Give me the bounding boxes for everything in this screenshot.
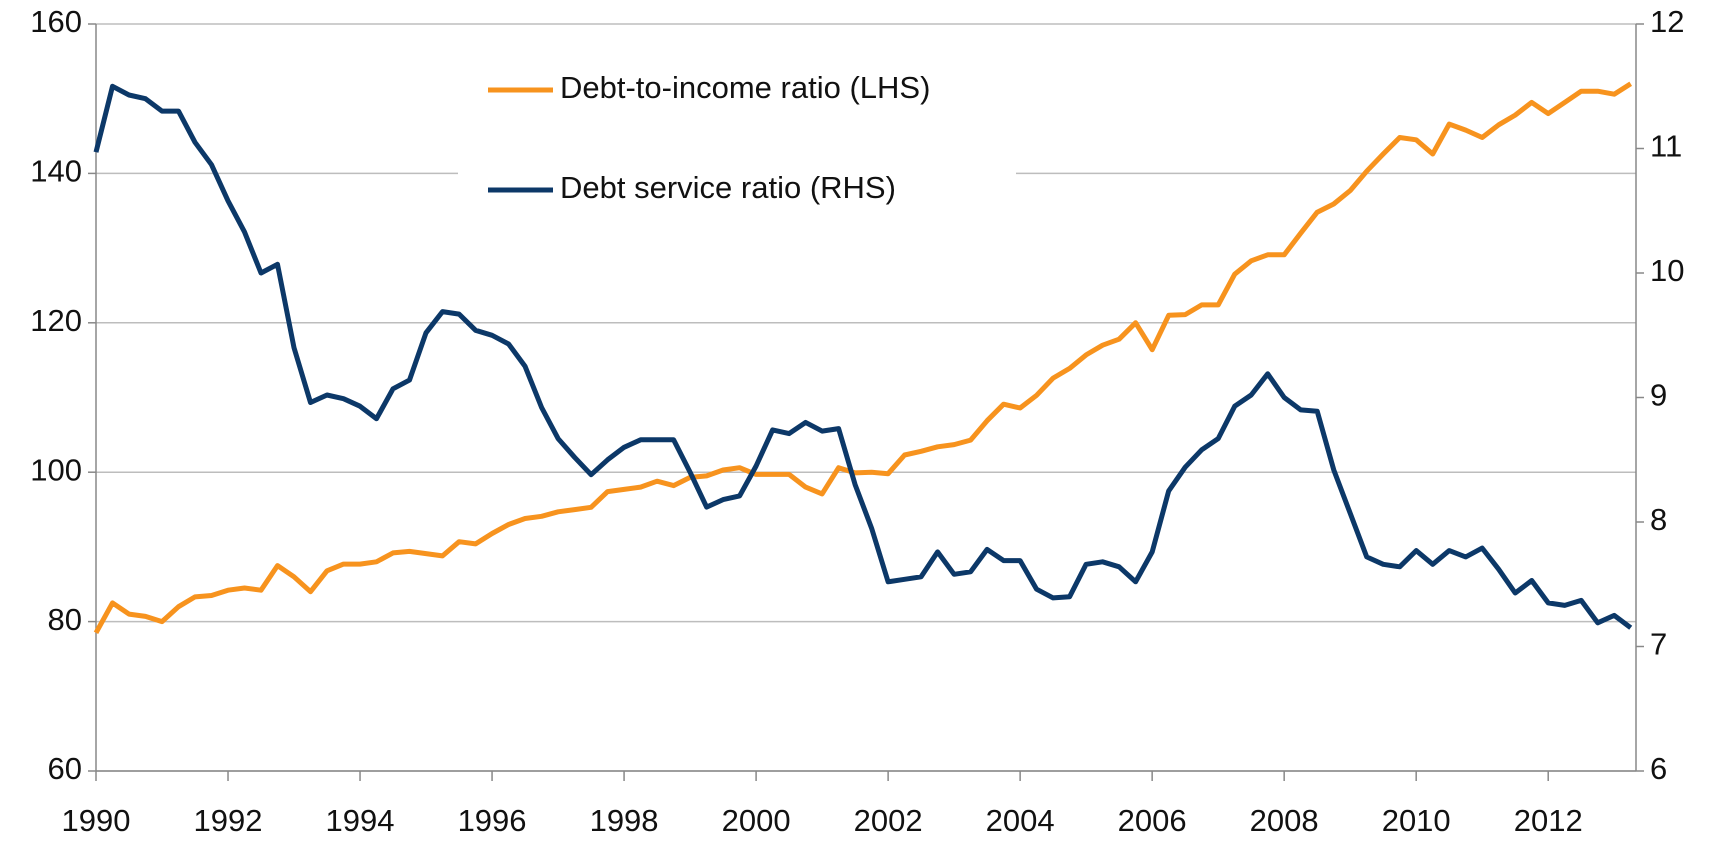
- series-line: [93, 83, 1633, 630]
- x-tick-label: 2000: [722, 803, 791, 838]
- x-tick-label: 1992: [194, 803, 263, 838]
- series-line: [93, 81, 1633, 635]
- y2-tick-label: 11: [1650, 129, 1682, 164]
- y2-tick-label: 6: [1650, 751, 1667, 786]
- y-tick-label: 80: [48, 602, 82, 637]
- x-tick-label: 2004: [986, 803, 1055, 838]
- y-tick-label: 140: [30, 154, 82, 189]
- y2-tick-label: 12: [1650, 4, 1684, 39]
- y2-tick-label: 10: [1650, 253, 1684, 288]
- y-tick-label: 60: [48, 751, 82, 786]
- x-tick-label: 2010: [1382, 803, 1451, 838]
- legend-label: Debt-to-income ratio (LHS): [560, 70, 930, 105]
- y2-tick-label: 7: [1650, 627, 1667, 662]
- y-tick-label: 120: [30, 303, 82, 338]
- x-tick-label: 2002: [854, 803, 923, 838]
- x-tick-label: 1994: [326, 803, 395, 838]
- y-tick-label: 100: [30, 452, 82, 487]
- x-tick-label: 1990: [62, 803, 131, 838]
- x-tick-label: 2006: [1118, 803, 1187, 838]
- y2-tick-label: 8: [1650, 502, 1667, 537]
- x-tick-label: 1996: [458, 803, 527, 838]
- x-tick-label: 2008: [1250, 803, 1319, 838]
- y2-tick-label: 9: [1650, 378, 1667, 413]
- x-tick-label: 2012: [1514, 803, 1583, 838]
- legend-label: Debt service ratio (RHS): [560, 170, 896, 205]
- x-tick-label: 1998: [590, 803, 659, 838]
- y-tick-label: 160: [30, 4, 82, 39]
